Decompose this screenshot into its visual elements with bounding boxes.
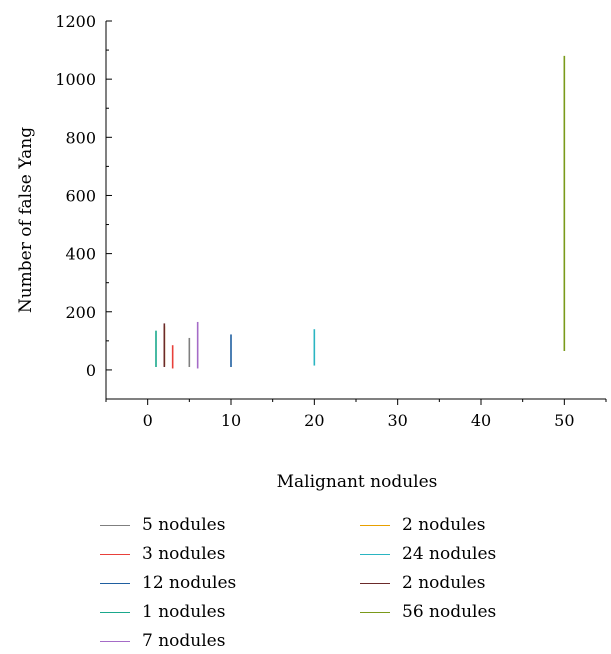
legend-swatch [100, 582, 130, 584]
y-tick-label: 0 [86, 361, 96, 380]
y-tick-label: 200 [65, 303, 96, 322]
legend-label: 2 nodules [402, 573, 486, 593]
legend-label: 12 nodules [142, 573, 237, 593]
x-axis-label: Malignant nodules [277, 472, 438, 492]
legend-item: 3 nodules [100, 544, 225, 564]
x-tick-label: 50 [554, 411, 574, 430]
legend-swatch [100, 524, 130, 526]
legend-item: 5 nodules [100, 515, 225, 535]
y-tick-label: 1200 [55, 12, 96, 31]
legend-swatch [100, 640, 130, 642]
legend-label: 1 nodules [142, 602, 226, 622]
x-tick-label: 10 [221, 411, 241, 430]
legend-swatch [360, 582, 390, 584]
y-tick-label: 800 [65, 128, 96, 147]
legend-item: 12 nodules [100, 573, 236, 593]
legend-swatch [360, 553, 390, 555]
tick-group: 0 10 20 30 40 50 0 200 400 600 800 1000 1200 [55, 12, 607, 430]
legend-swatch [100, 553, 130, 555]
axes [105, 21, 606, 400]
legend-item: 7 nodules [100, 631, 225, 651]
chart: 0 10 20 30 40 50 0 200 400 600 800 1000 1200 Maligna… [16, 12, 607, 492]
y-tick-label: 400 [65, 245, 96, 264]
legend-label: 7 nodules [142, 631, 226, 651]
legend-item: 2 nodules [360, 573, 485, 593]
x-tick-label: 30 [387, 411, 407, 430]
legend-label: 5 nodules [142, 515, 226, 535]
y-tick-label: 600 [65, 186, 96, 205]
legend-item: 1 nodules [100, 602, 225, 622]
legend-label: 24 nodules [402, 544, 497, 564]
legend-item: 24 nodules [360, 544, 496, 564]
legend-swatch [100, 611, 130, 613]
legend-item: 56 nodules [360, 602, 496, 622]
x-tick-label: 40 [471, 411, 491, 430]
x-tick-label: 0 [143, 411, 153, 430]
legend-swatch [360, 524, 390, 526]
series-lines [155, 55, 566, 369]
x-tick-label: 20 [304, 411, 324, 430]
legend-swatch [360, 611, 390, 613]
y-tick-label: 1000 [55, 70, 96, 89]
legend-label: 2 nodules [402, 515, 486, 535]
legend-item: 2 nodules [360, 515, 485, 535]
legend-label: 56 nodules [402, 602, 497, 622]
legend-label: 3 nodules [142, 544, 226, 564]
y-axis-label: Number of false Yang [16, 127, 36, 313]
